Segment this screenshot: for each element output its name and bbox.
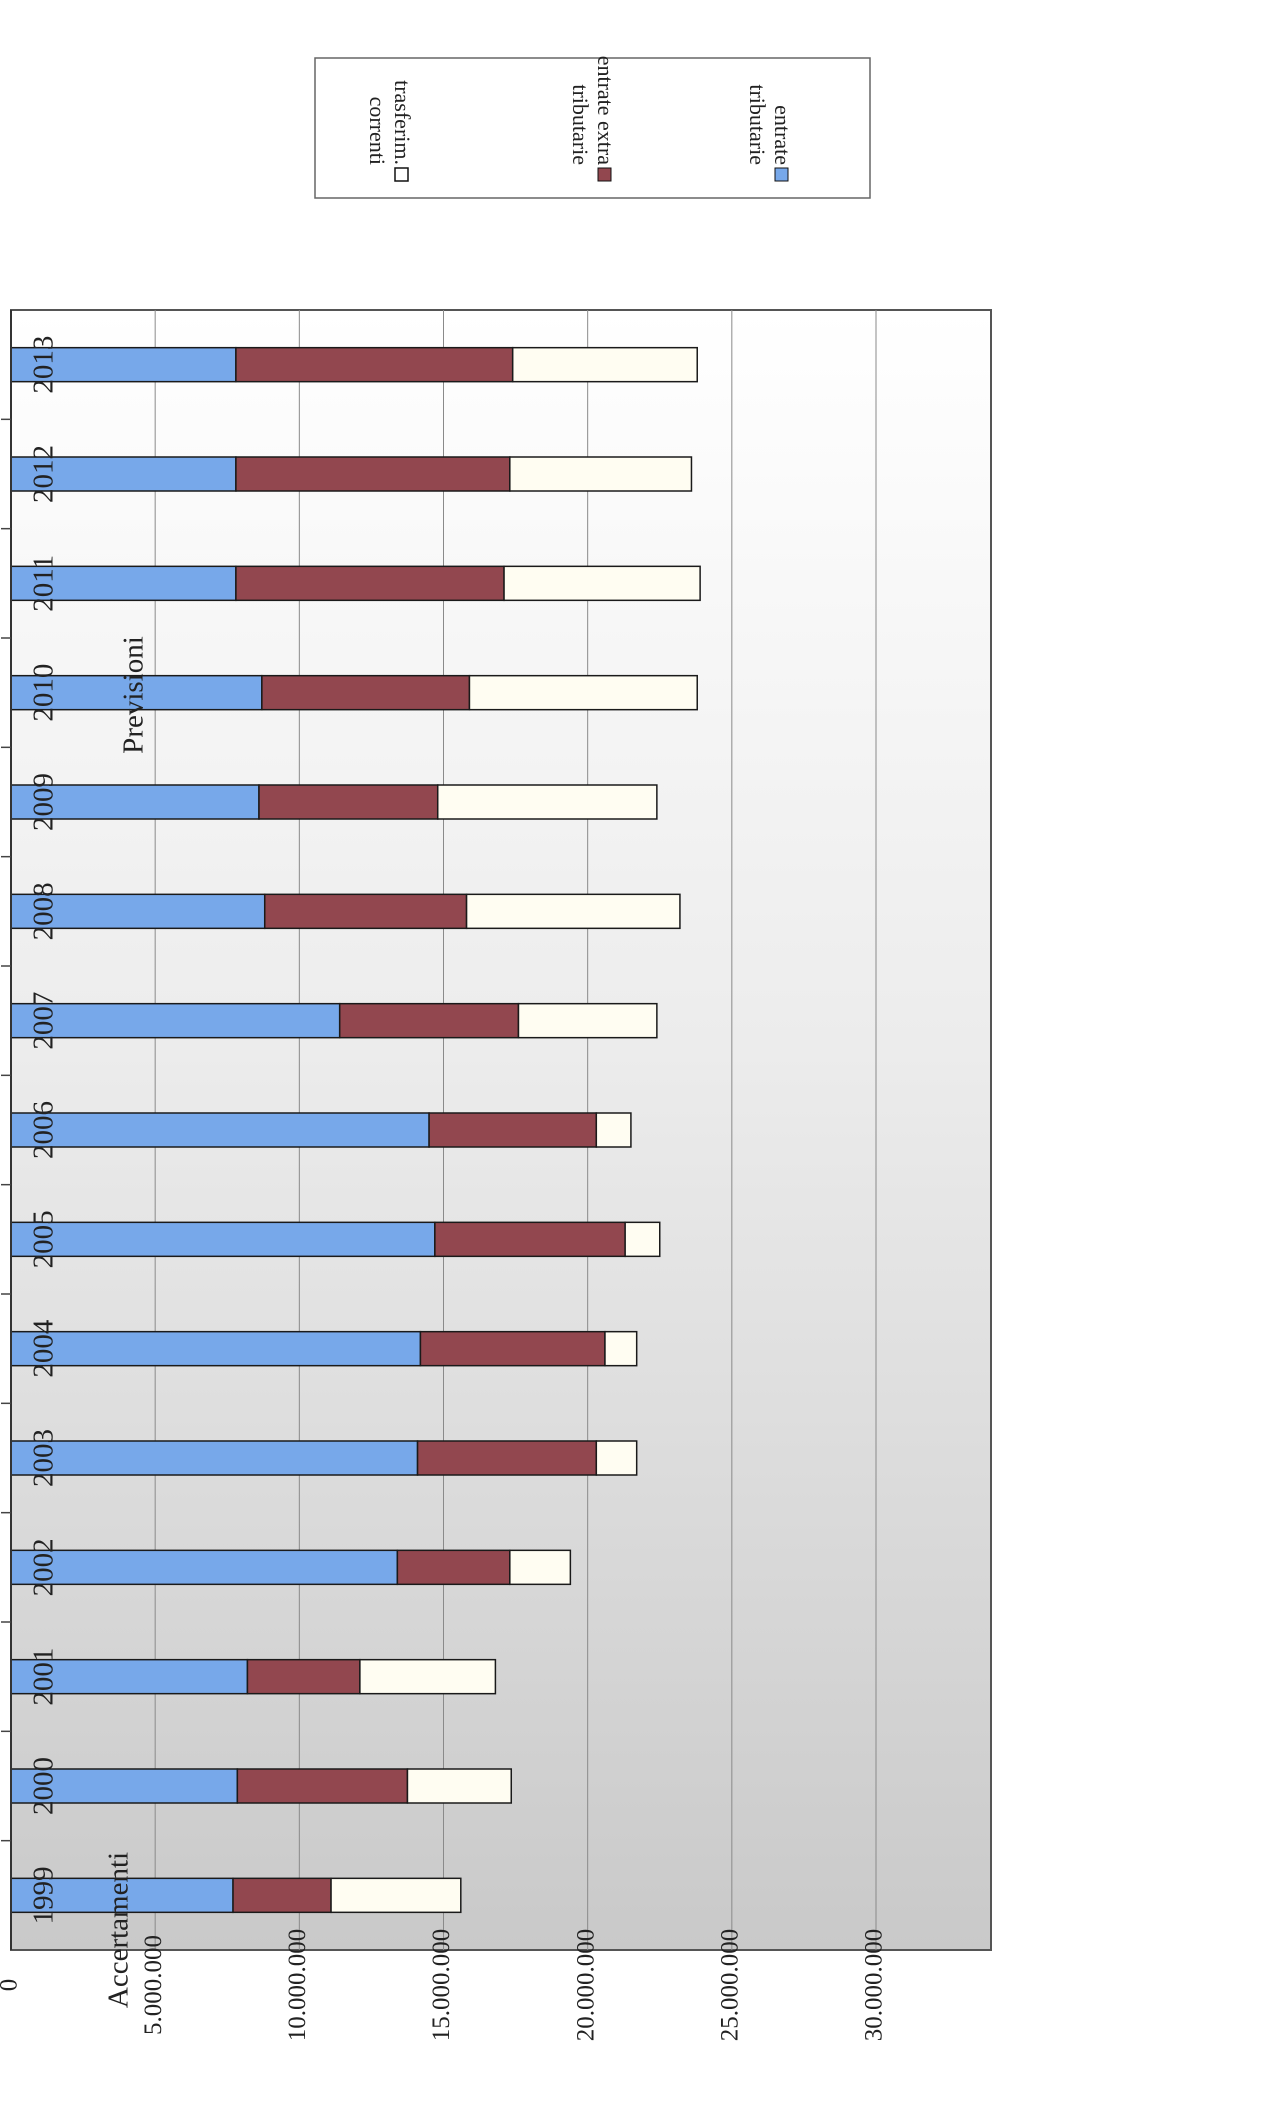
bar-segment-2005-series0 (10, 1221, 436, 1258)
bar-segment-2010-series1 (261, 674, 471, 711)
legend-item-extra-tributarie: entrate extra tributarie (568, 56, 618, 182)
bar-segment-2000-series2 (406, 1768, 513, 1804)
bar-segment-2006-series0 (10, 1112, 430, 1148)
bar-segment-2007-series2 (517, 1002, 658, 1039)
legend-label-tributarie-line2: tributarie (745, 84, 770, 165)
category-label-2001: 2001 (28, 1648, 60, 1706)
category-label-2006: 2006 (28, 1101, 60, 1159)
bar-segment-2002-series1 (396, 1549, 511, 1586)
bar-segment-2002-series0 (10, 1549, 399, 1586)
bar-segment-2004-series2 (604, 1330, 638, 1367)
bar-segment-2000-series1 (236, 1768, 409, 1804)
bar-segment-2012-series1 (235, 456, 511, 492)
category-label-2008: 2008 (28, 882, 60, 940)
category-label-1999: 1999 (28, 1866, 60, 1924)
annotation-accertamenti: Accertamenti (103, 1852, 135, 2008)
legend-label-trasferimenti-line2: correnti (365, 97, 390, 165)
bar-segment-2008-series1 (263, 893, 468, 930)
bar-segment-2003-series2 (595, 1440, 638, 1476)
annotation-previsioni: Previsioni (118, 636, 150, 754)
category-label-2013: 2013 (28, 336, 60, 394)
category-label-2011: 2011 (28, 555, 60, 612)
legend-swatch-tributarie (774, 167, 789, 182)
category-label-2005: 2005 (28, 1210, 60, 1268)
bar-segment-2011-series2 (503, 565, 701, 602)
legend-label-trasferimenti-line1: trasferim. (390, 80, 415, 165)
tick-label: 30.000.000 (861, 1929, 888, 2042)
legend-item-trasferimenti: trasferim. correnti (365, 80, 415, 182)
bar-segment-2013-series2 (511, 346, 698, 383)
legend-label-extra-tributarie-line1: entrate extra (593, 56, 618, 166)
value-axis-ticks: 0 5.000.000 10.000.000 15.000.000 20.000.000… (0, 1929, 888, 2042)
tick-label: 10.000.000 (284, 1929, 311, 2042)
bar-segment-2001-series1 (246, 1658, 361, 1695)
category-label-2010: 2010 (28, 664, 60, 722)
category-label-2000: 2000 (28, 1757, 60, 1815)
category-label-2012: 2012 (28, 445, 60, 503)
legend-swatch-trasferimenti (394, 167, 409, 182)
bar-segment-2009-series2 (436, 784, 658, 820)
bar-segment-1999-series1 (232, 1877, 332, 1914)
legend-swatch-extra-tributarie (597, 167, 612, 182)
bar-segment-2007-series0 (10, 1002, 341, 1039)
bar-segment-2004-series0 (10, 1330, 422, 1367)
bar-segment-2005-series1 (434, 1221, 626, 1258)
legend: trasferim. correnti entrate extra tribut… (314, 56, 871, 199)
bar-segment-2007-series1 (338, 1002, 520, 1039)
bar-segment-2013-series1 (235, 346, 514, 383)
bar-segment-2001-series2 (359, 1658, 497, 1695)
category-label-2004: 2004 (28, 1319, 60, 1378)
bar-segment-2003-series1 (416, 1440, 598, 1476)
bar-segment-2010-series2 (468, 674, 698, 711)
bar-segment-2006-series1 (428, 1112, 598, 1148)
bar-segment-2011-series1 (235, 565, 505, 602)
legend-label-tributarie-line1: entrate (770, 105, 795, 165)
bar-segment-2003-series0 (10, 1440, 419, 1476)
bar-segment-2012-series2 (509, 456, 693, 492)
bar-segment-2005-series2 (624, 1221, 661, 1258)
category-label-2009: 2009 (28, 773, 60, 831)
bar-segment-2008-series2 (465, 893, 681, 930)
bar-segment-2009-series1 (258, 784, 439, 820)
tick-label: 5.000.000 (140, 1935, 167, 2035)
bar-segment-1999-series2 (330, 1877, 462, 1914)
legend-item-tributarie: entrate tributarie (745, 84, 795, 182)
legend-label-extra-tributarie-line2: tributarie (568, 84, 593, 165)
category-label-2002: 2002 (28, 1538, 60, 1596)
tick-label: 25.000.000 (717, 1929, 744, 2042)
legend-box (314, 57, 871, 199)
bar-segment-2004-series1 (419, 1330, 606, 1367)
tick-label: 20.000.000 (572, 1929, 599, 2042)
tick-label: 0 (0, 1979, 23, 1992)
category-label-2007: 2007 (28, 992, 60, 1050)
bar-segment-2002-series2 (509, 1549, 572, 1586)
category-label-2003: 2003 (28, 1429, 60, 1487)
bar-segment-2006-series2 (595, 1112, 632, 1148)
category-labels: 1999 2000 2001 2002 2003 2004 2005 2006 2007 2008… (1, 336, 60, 1924)
tick-label: 15.000.000 (428, 1929, 455, 2042)
